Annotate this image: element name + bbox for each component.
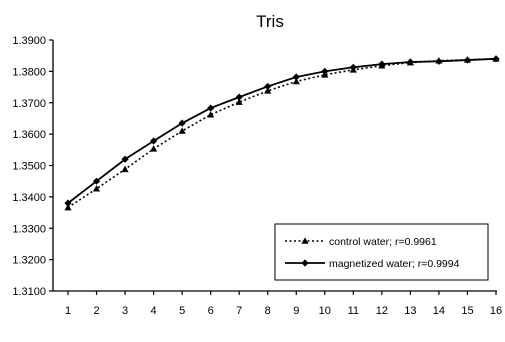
data-point-triangle <box>64 203 72 211</box>
x-tick-label: 1 <box>65 305 71 317</box>
x-tick-label: 4 <box>151 305 157 317</box>
data-point-triangle <box>235 98 243 105</box>
x-tick-label: 2 <box>93 305 99 317</box>
y-tick-label: 1.3100 <box>12 286 46 298</box>
data-point-triangle <box>178 127 186 134</box>
data-point-diamond <box>463 56 472 64</box>
x-tick-label: 16 <box>490 305 502 317</box>
y-tick-label: 1.3600 <box>12 129 46 141</box>
data-point-diamond <box>349 63 357 71</box>
x-tick-label: 13 <box>404 305 416 317</box>
y-tick-label: 1.3800 <box>12 66 46 78</box>
data-point-diamond <box>207 104 215 112</box>
y-tick-label: 1.3300 <box>12 223 46 235</box>
series-2 <box>64 55 500 207</box>
x-tick-label: 5 <box>179 305 185 317</box>
data-point-triangle <box>264 87 272 94</box>
legend-marker-diamond <box>301 259 309 267</box>
data-point-diamond <box>178 119 186 127</box>
y-tick-label: 1.3700 <box>12 98 46 110</box>
data-point-triangle <box>292 77 300 85</box>
data-point-diamond <box>292 73 300 81</box>
x-tick-label: 15 <box>461 305 473 317</box>
data-point-diamond <box>264 82 272 91</box>
data-point-diamond <box>121 155 129 163</box>
x-tick-label: 11 <box>348 305 359 317</box>
legend-marker-triangle <box>301 237 309 244</box>
series-line <box>67 57 497 204</box>
y-tick-label: 1.3900 <box>12 35 46 47</box>
data-point-diamond <box>64 199 72 207</box>
data-point-diamond <box>321 67 329 75</box>
x-tick-label: 10 <box>319 305 331 317</box>
legend: control water; r=0.9961 magnetized water;… <box>274 223 489 281</box>
x-tick-label: 8 <box>265 305 271 317</box>
y-tick-label: 1.3200 <box>12 255 46 267</box>
data-point-diamond <box>150 137 158 145</box>
legend-box <box>274 223 489 281</box>
data-point-triangle <box>207 111 215 118</box>
data-point-triangle <box>92 185 101 192</box>
data-point-triangle <box>121 165 129 173</box>
data-point-diamond <box>235 93 243 101</box>
y-tick-label: 1.3500 <box>12 161 46 173</box>
x-tick-label: 14 <box>433 305 445 317</box>
data-point-diamond <box>378 60 386 68</box>
data-point-diamond <box>406 58 414 66</box>
data-point-diamond <box>435 57 443 65</box>
x-tick-label: 7 <box>236 305 242 317</box>
data-point-diamond <box>492 55 500 63</box>
series-layer <box>64 55 500 211</box>
axes: 1.3100 1.3200 1.3300 1.3400 1.3500 1.3600 1.37… <box>12 35 502 317</box>
legend-item-1: control water; r=0.9961 <box>285 236 437 248</box>
chart-title: Tris <box>256 12 284 31</box>
x-tick-label: 12 <box>376 305 388 317</box>
data-point-triangle <box>150 145 158 152</box>
y-tick-label: 1.3400 <box>12 192 46 204</box>
data-point-diamond <box>92 177 101 185</box>
series-1 <box>64 55 500 211</box>
legend-item-2: magnetized water; r=0.9994 <box>285 258 460 270</box>
legend-label: control water; r=0.9961 <box>329 236 437 248</box>
x-tick-label: 6 <box>208 305 214 317</box>
x-tick-label: 3 <box>122 305 128 317</box>
x-tick-label: 9 <box>293 305 299 317</box>
legend-label: magnetized water; r=0.9994 <box>329 258 460 270</box>
